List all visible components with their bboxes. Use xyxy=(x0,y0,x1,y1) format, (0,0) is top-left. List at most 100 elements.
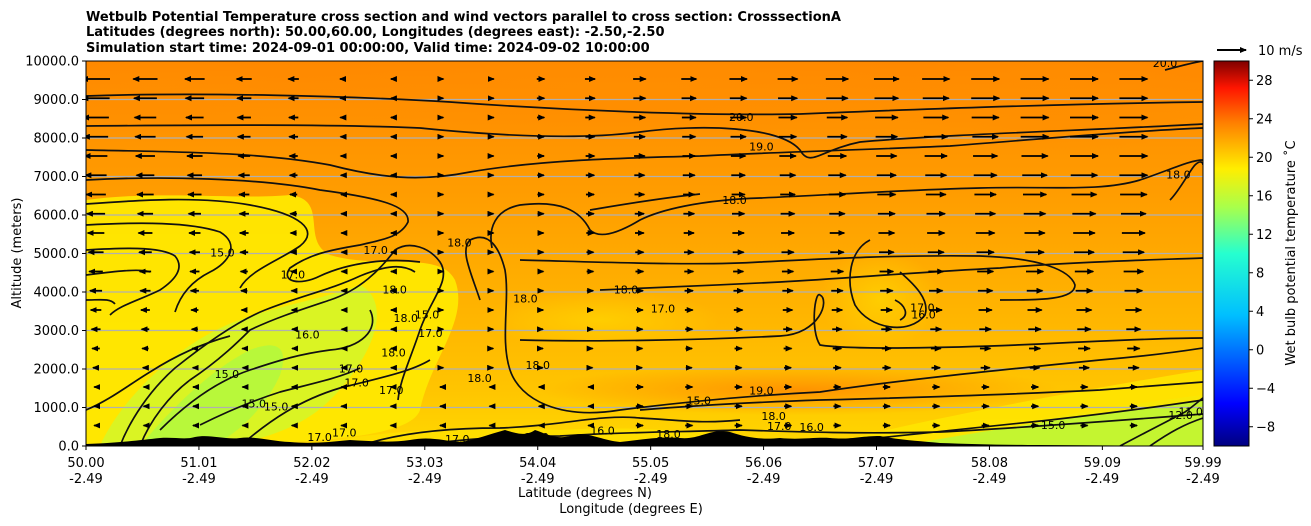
contour-label: 17.0 xyxy=(281,269,306,282)
x-tick-label-lon: -2.49 xyxy=(860,472,894,487)
x-tick-label-lat: 56.06 xyxy=(745,456,782,471)
contour-line xyxy=(239,359,431,446)
contour-label: 16.0 xyxy=(911,308,936,321)
contour-line xyxy=(639,381,1203,411)
contour-line xyxy=(159,309,374,431)
contour-line xyxy=(86,123,1203,159)
contour-label: 17.0 xyxy=(418,327,443,340)
contour-label: 17.0 xyxy=(363,244,388,257)
contour-line xyxy=(599,257,1203,291)
contour-line xyxy=(86,247,180,316)
y-tick-label: 0.0 xyxy=(58,440,79,455)
colorbar-label: Wet bulb potential temperature ˚C xyxy=(1283,140,1299,365)
colorbar-gradient xyxy=(1213,60,1250,447)
x-axis: 50.00-2.4951.01-2.4952.02-2.4953.03-2.49… xyxy=(67,446,1222,487)
contour-line xyxy=(86,198,309,289)
contour-label: 15.0 xyxy=(415,308,440,321)
x-tick-label-lon: -2.49 xyxy=(973,472,1007,487)
x-tick-label-lat: 51.01 xyxy=(180,456,217,471)
x-axis-label-lon: Longitude (degrees E) xyxy=(559,502,703,517)
y-tick-label: 2000.0 xyxy=(34,363,80,378)
contour-line xyxy=(119,265,416,446)
colorbar-tick-label: 12 xyxy=(1256,228,1273,243)
contour-label: 15.0 xyxy=(215,368,240,381)
contour-label: 17.0 xyxy=(339,363,364,376)
y-tick-label: 7000.0 xyxy=(34,170,80,185)
contour-label: 11.0 xyxy=(1178,405,1203,418)
contour-label: 18.0 xyxy=(467,372,492,385)
colorbar-tick-label: 16 xyxy=(1256,189,1273,204)
contour-line xyxy=(519,294,1203,349)
contour-line xyxy=(86,335,231,411)
contour-label: 19.0 xyxy=(749,385,774,398)
colorbar-ticks: −8 −4 0 4 8 12 16 20 24 28 xyxy=(1249,74,1275,435)
contour-label: 18.0 xyxy=(513,293,538,306)
colorbar-tick-label: 24 xyxy=(1256,112,1273,127)
contour-label: 18.0 xyxy=(382,284,407,297)
title-line-3: Simulation start time: 2024-09-01 00:00:… xyxy=(86,41,650,56)
warm-patch xyxy=(890,61,1203,155)
x-tick-label-lat: 53.03 xyxy=(406,456,443,471)
contour-label: 17.0 xyxy=(379,384,404,397)
cool-patch xyxy=(820,250,940,350)
contour-label: 15.0 xyxy=(1041,419,1066,432)
contour-label: 16.0 xyxy=(590,425,615,438)
y-tick-label: 3000.0 xyxy=(34,324,80,339)
x-tick-label-lat: 58.08 xyxy=(971,456,1008,471)
contour-label: 18.0 xyxy=(447,236,472,249)
y-tick-label: 8000.0 xyxy=(34,132,80,147)
colorbar-tick-label: 20 xyxy=(1256,151,1273,166)
x-tick-label-lat: 57.07 xyxy=(858,456,895,471)
contour-line xyxy=(894,299,907,321)
colorbar-tick-label: −4 xyxy=(1256,382,1275,397)
chart-title: Wetbulb Potential Temperature cross sect… xyxy=(86,10,841,56)
x-tick-label-lon: -2.49 xyxy=(521,472,555,487)
x-tick-label-lat: 52.02 xyxy=(293,456,330,471)
x-tick-label-lon: -2.49 xyxy=(408,472,442,487)
contour-line xyxy=(1119,397,1203,446)
plot-area: 20.020.019.019.018.018.018.018.0 18.018.0… xyxy=(86,61,1203,446)
x-tick-label-lon: -2.49 xyxy=(295,472,329,487)
y-tick-label: 1000.0 xyxy=(34,401,80,416)
x-tick-label-lon: -2.49 xyxy=(1086,472,1120,487)
contour-line xyxy=(86,222,232,313)
y-tick-label: 9000.0 xyxy=(34,93,80,108)
wind-vectors xyxy=(86,76,1149,429)
cool-patch xyxy=(480,290,720,350)
x-axis-label-lat: Latitude (degrees N) xyxy=(518,486,652,501)
x-tick-label-lon: -2.49 xyxy=(182,472,216,487)
contour-line xyxy=(86,298,116,305)
x-tick-label-lat: 55.05 xyxy=(632,456,669,471)
contour-label: 17.0 xyxy=(910,301,935,314)
contour-label: 17.0 xyxy=(651,303,676,316)
x-tick-label-lat: 59.09 xyxy=(1084,456,1121,471)
y-tick-label: 5000.0 xyxy=(34,247,80,262)
y-tick-label: 10000.0 xyxy=(25,55,79,70)
contour-label: 16.0 xyxy=(295,328,320,341)
contour-label: 18.0 xyxy=(722,194,747,207)
contour-label: 17.0 xyxy=(344,376,369,389)
x-tick-label-lon: -2.49 xyxy=(747,472,781,487)
contour-line xyxy=(199,367,361,426)
x-tick-label-lat: 59.99 xyxy=(1184,456,1221,471)
y-tick-label: 6000.0 xyxy=(34,209,80,224)
contour-label: 18.0 xyxy=(1166,169,1191,182)
contour-lines xyxy=(86,61,1203,446)
colorbar-tick-label: 0 xyxy=(1256,343,1264,358)
contour-label: 18.0 xyxy=(381,346,406,359)
x-tick-label-lon: -2.49 xyxy=(69,472,103,487)
contour-line xyxy=(490,159,1203,249)
contour-line xyxy=(86,93,1203,116)
contour-line xyxy=(849,239,927,329)
quiver-key-label: 10 m/s xyxy=(1258,44,1303,59)
contour-label: 18.0 xyxy=(614,284,639,297)
contour-label: 15.0 xyxy=(241,397,266,410)
colorbar: −8 −4 0 4 8 12 16 20 24 28 Wet bulb potential tem… xyxy=(1213,60,1299,447)
contour-line xyxy=(1149,417,1203,446)
contour-label: 16.0 xyxy=(799,421,824,434)
x-tick-label-lon: -2.49 xyxy=(634,472,668,487)
x-tick-label-lon: -2.49 xyxy=(1186,472,1220,487)
contour-line xyxy=(1169,161,1203,201)
title-line-1: Wetbulb Potential Temperature cross sect… xyxy=(86,10,841,25)
